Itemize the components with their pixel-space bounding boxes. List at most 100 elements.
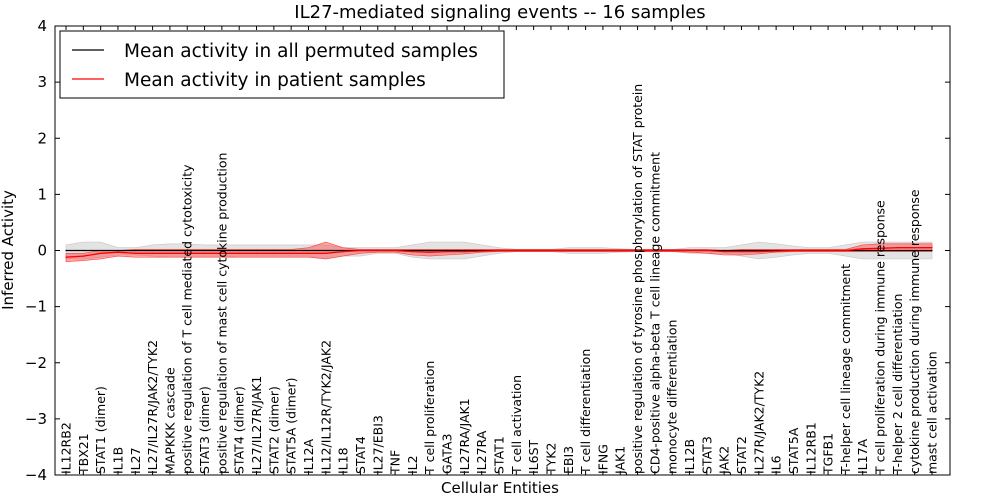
data-point-permuted — [758, 249, 760, 252]
data-point-permuted — [255, 249, 258, 252]
category-label: CD4-positive alpha-beta T cell lineage c… — [647, 152, 662, 474]
category-label: T cell proliferation during immune respo… — [873, 200, 888, 475]
data-point-patient — [498, 249, 500, 252]
data-point-patient — [775, 250, 777, 252]
lines-layer — [65, 247, 933, 258]
data-point-patient — [169, 252, 171, 254]
data-point-patient — [758, 251, 760, 253]
data-point-permuted — [82, 249, 84, 252]
data-point-permuted — [290, 249, 292, 252]
chart-title: IL27-mediated signaling events -- 16 sam… — [294, 2, 705, 23]
data-point-patient — [914, 247, 916, 249]
category-label: IL12RB1 — [803, 422, 818, 474]
bands-layer — [65, 241, 933, 263]
category-label: IL27 — [128, 447, 143, 474]
data-point-patient — [862, 248, 864, 250]
category-label: T-helper 2 cell differentiation — [890, 294, 905, 475]
data-point-patient — [359, 249, 361, 252]
category-label: STAT5A — [786, 427, 801, 474]
data-point-permuted — [134, 249, 136, 252]
category-label: TYK2 — [544, 443, 559, 475]
y-tick-label: 1 — [37, 185, 47, 203]
data-point-patient — [186, 252, 188, 254]
category-label: STAT5A (dimer) — [284, 378, 299, 474]
y-tick-label: 2 — [37, 129, 47, 147]
data-point-permuted — [273, 249, 275, 252]
category-label: GATA3 — [440, 434, 455, 474]
category-label: IL6ST — [526, 439, 541, 474]
data-point-patient — [238, 252, 240, 254]
data-point-permuted — [429, 249, 431, 252]
data-point-patient — [221, 252, 223, 254]
category-label: positive regulation of T cell mediated c… — [180, 164, 195, 474]
data-point-permuted — [117, 249, 119, 252]
category-label: JAK1 — [613, 446, 628, 475]
category-label: IL17A — [855, 438, 870, 474]
category-label: STAT4 (dimer) — [232, 386, 247, 474]
category-label: STAT3 — [699, 436, 714, 474]
data-point-patient — [117, 251, 119, 253]
data-point-patient — [394, 249, 396, 252]
data-point-permuted — [221, 249, 223, 252]
category-label: STAT1 (dimer) — [93, 386, 108, 474]
data-point-permuted — [723, 249, 725, 252]
category-label: MAPKKK cascade — [162, 367, 177, 474]
data-point-patient — [896, 247, 899, 249]
legend-label-permuted: Mean activity in all permuted samples — [124, 41, 478, 62]
y-axis-label: Inferred Activity — [0, 190, 17, 310]
category-label: EBI3 — [561, 446, 576, 474]
category-label: IL12RB2 — [59, 422, 74, 474]
data-point-permuted — [740, 249, 743, 252]
data-point-patient — [706, 249, 708, 252]
data-point-permuted — [342, 249, 344, 252]
data-point-permuted — [411, 249, 413, 252]
category-label: IL18 — [336, 447, 351, 474]
category-label: T cell differentiation — [578, 349, 593, 475]
data-point-patient — [377, 249, 379, 252]
data-point-patient — [827, 249, 829, 252]
band-patient — [65, 241, 933, 263]
category-label: T-helper cell lineage commitment — [838, 264, 853, 475]
data-point-patient — [481, 250, 483, 252]
y-tick-label: 0 — [37, 242, 47, 260]
data-point-patient — [325, 252, 327, 254]
category-label: IL27R/JAK2/TYK2 — [751, 371, 766, 474]
y-tick-label: −1 — [25, 298, 47, 316]
data-point-patient — [740, 251, 743, 253]
category-label: IL27RA — [474, 430, 489, 474]
data-point-patient — [82, 255, 84, 257]
data-point-permuted — [100, 249, 102, 252]
data-point-patient — [463, 251, 465, 253]
category-label: IFNG — [595, 444, 610, 474]
category-label: IL6 — [769, 455, 784, 474]
data-point-permuted — [238, 249, 240, 252]
data-point-patient — [255, 252, 258, 254]
data-point-permuted — [186, 249, 188, 252]
y-tick-label: 4 — [37, 17, 47, 35]
data-point-patient — [931, 247, 933, 249]
data-point-permuted — [896, 249, 899, 252]
category-label: IL27/IL27R/JAK1 — [249, 376, 264, 474]
data-point-patient — [152, 252, 154, 254]
category-label: mast cell activation — [925, 351, 940, 474]
data-point-patient — [134, 252, 136, 254]
category-label: STAT1 — [492, 436, 507, 474]
data-point-patient — [879, 247, 881, 249]
x-axis-label: Cellular Entities — [441, 479, 559, 497]
data-point-permuted — [307, 249, 310, 252]
data-point-permuted — [463, 249, 465, 252]
category-label: TNF — [388, 450, 403, 475]
data-point-permuted — [152, 249, 154, 252]
category-label: monocyte differentiation — [665, 320, 680, 474]
category-label: cytokine production during immune respon… — [907, 189, 922, 474]
data-point-permuted — [325, 249, 327, 252]
category-label: IL27/IL27R/JAK2/TYK2 — [145, 340, 160, 474]
legend: Mean activity in all permuted samples Me… — [59, 30, 505, 99]
category-label: IL1B — [111, 447, 126, 474]
category-label: STAT3 (dimer) — [197, 386, 212, 474]
category-label: IL12A — [301, 438, 316, 474]
y-tick-label: −4 — [25, 466, 47, 484]
category-label: T cell activation — [509, 375, 524, 475]
